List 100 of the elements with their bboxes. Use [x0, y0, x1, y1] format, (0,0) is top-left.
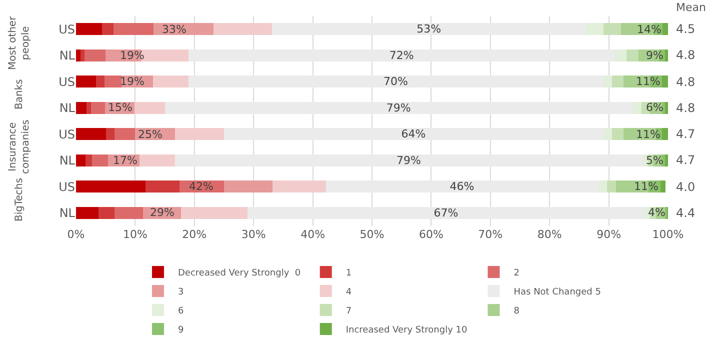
text: 4.8: [676, 75, 696, 89]
text: 4.8: [676, 101, 696, 115]
bar: [139, 154, 175, 166]
text: Insurance companies: [8, 120, 32, 174]
bar: [102, 23, 114, 36]
bar: [224, 128, 603, 140]
bar: [180, 206, 248, 219]
x-tick-label: 70%: [478, 228, 503, 241]
annotation: 11%: [636, 128, 660, 141]
bar: [188, 49, 615, 62]
y-tick-label: US: [58, 74, 75, 89]
x-tick-label: 90%: [596, 228, 622, 241]
bar: [612, 76, 624, 88]
y-tick-label: NL: [59, 206, 76, 220]
y-tick-label: US: [58, 22, 75, 36]
legend-label: Has Not Changed 5: [514, 288, 601, 298]
legend-label: 7: [346, 306, 352, 317]
legend-label: 6: [178, 306, 184, 317]
data-label: 53%: [416, 22, 442, 36]
data-label: 72%: [389, 48, 414, 62]
bar: [632, 102, 642, 114]
data-label: 79%: [396, 154, 421, 167]
annotation: 15%: [108, 101, 132, 114]
x-tick-label: 40%: [300, 228, 326, 241]
bar: [84, 49, 106, 62]
data-label: 79%: [386, 101, 411, 114]
bar: [612, 128, 624, 140]
bar: [662, 102, 666, 114]
bar: [114, 128, 136, 140]
bar: [272, 180, 326, 193]
text: 4.8: [676, 48, 696, 62]
text: 4.7: [676, 153, 696, 167]
legend-label: 9: [178, 326, 184, 336]
bar: [76, 180, 146, 193]
x-tick-label: 20%: [182, 228, 207, 241]
bar: [76, 102, 87, 114]
x-tick-label: 10%: [122, 228, 148, 241]
bar: [106, 128, 114, 140]
text: 4.7: [676, 127, 696, 141]
legend-label: Decreased Very Strongly 0: [178, 268, 301, 279]
bar: [85, 154, 92, 166]
text: BigTechs: [14, 178, 26, 222]
bar: [76, 206, 98, 219]
annotation: 5%: [646, 154, 664, 167]
y-tick-label: NL: [59, 101, 76, 116]
legend-label: 2: [514, 268, 520, 279]
bar: [134, 102, 165, 114]
bar: [248, 206, 644, 219]
bar: [224, 180, 273, 193]
annotation: 9%: [646, 49, 664, 62]
y-tick-label: NL: [59, 154, 76, 168]
bar: [626, 49, 638, 62]
bar: [76, 23, 102, 36]
annotation: 19%: [120, 75, 144, 88]
text: Mean: [676, 1, 706, 14]
y-tick-label: US: [58, 127, 75, 142]
data-label: 64%: [401, 128, 426, 141]
bar: [174, 128, 224, 140]
annotation: 42%: [189, 180, 214, 193]
text: 4.4: [676, 206, 696, 220]
annotation: 19%: [120, 49, 144, 62]
bar: [272, 23, 586, 36]
bar: [662, 23, 668, 36]
annotation: 11%: [634, 180, 658, 193]
bar: [603, 23, 622, 36]
legend-label: 8: [514, 306, 520, 317]
annotation: 4%: [648, 206, 666, 219]
annotation: 14%: [637, 23, 662, 36]
bar: [188, 76, 603, 88]
text: 4.0: [676, 180, 696, 194]
bar: [586, 23, 604, 36]
annotation: 25%: [138, 128, 162, 141]
x-tick-label: 80%: [537, 228, 562, 241]
bar: [174, 154, 643, 166]
text: Banks: [14, 79, 26, 110]
text: 4.5: [676, 22, 696, 36]
bar: [145, 180, 180, 193]
x-tick-label: 0%: [67, 228, 85, 241]
text: Most other people: [8, 15, 32, 70]
bar: [598, 180, 608, 193]
x-tick-label: 60%: [418, 228, 444, 241]
data-label: 67%: [434, 206, 458, 220]
bar: [213, 23, 272, 36]
bar: [614, 49, 627, 62]
legend-label: Increased Very Strongly 10: [346, 326, 468, 336]
bar: [660, 180, 666, 193]
bar: [90, 102, 106, 114]
bar: [602, 76, 612, 88]
bar: [662, 128, 668, 140]
bar: [113, 23, 154, 36]
legend-label: 4: [346, 288, 352, 298]
bar: [76, 128, 106, 140]
bar: [665, 154, 668, 166]
data-label: 46%: [450, 180, 474, 194]
bar: [96, 76, 104, 88]
legend-label: 1: [346, 268, 352, 279]
bar: [665, 49, 668, 62]
bar: [607, 180, 616, 193]
annotation: 29%: [150, 206, 174, 219]
legend-label: 3: [178, 288, 184, 298]
